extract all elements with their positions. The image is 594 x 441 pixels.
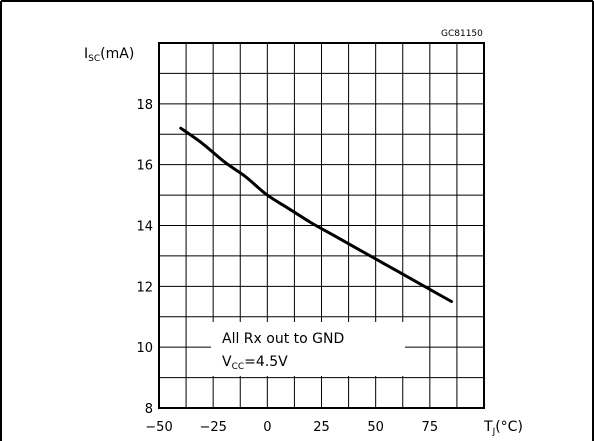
y-tick-label: 16 [136,159,153,174]
series-layer [179,126,453,303]
x-tick-label: 75 [422,420,439,435]
y-axis-label: ISC(mA) [84,46,134,64]
annotation-box: All Rx out to GND VCC=4.5V [211,322,405,376]
x-tick-labels: −50 −25 0 25 50 75 [145,420,438,435]
annotation-line-2-sub: CC [232,362,245,372]
y-axis-label-unit: (mA) [100,46,134,62]
y-tick-label: 10 [136,341,153,356]
figure-code: GC81150 [441,29,483,39]
y-tick-label: 8 [145,402,153,417]
y-tick-label: 18 [136,98,153,113]
y-tick-labels: 8 10 12 14 16 18 [136,98,153,417]
x-tick-label: 50 [367,420,384,435]
x-tick-label: −25 [199,420,226,435]
plot-frame [158,42,485,409]
x-axis-label-sub: J [492,427,496,437]
series-line [179,126,453,303]
annotation-line-2-rest: =4.5V [244,354,288,370]
annotation-line-2-main: V [222,354,232,370]
x-axis-label-unit: (°C) [495,419,523,435]
annotation-box-bg [211,322,405,376]
x-axis-label: TJ(°C) [483,419,523,437]
annotation-line-2: VCC=4.5V [222,354,288,372]
y-tick-label: 12 [136,280,153,295]
annotation-line-1: All Rx out to GND [222,331,344,347]
x-axis-label-main: T [483,419,493,435]
y-axis-label-main: I [84,46,88,62]
x-tick-label: 25 [313,420,330,435]
y-tick-label: 14 [136,220,153,235]
x-tick-label: 0 [263,420,271,435]
chart-grid [159,43,484,408]
y-axis-label-sub: SC [88,54,100,64]
x-tick-label: −50 [145,420,172,435]
